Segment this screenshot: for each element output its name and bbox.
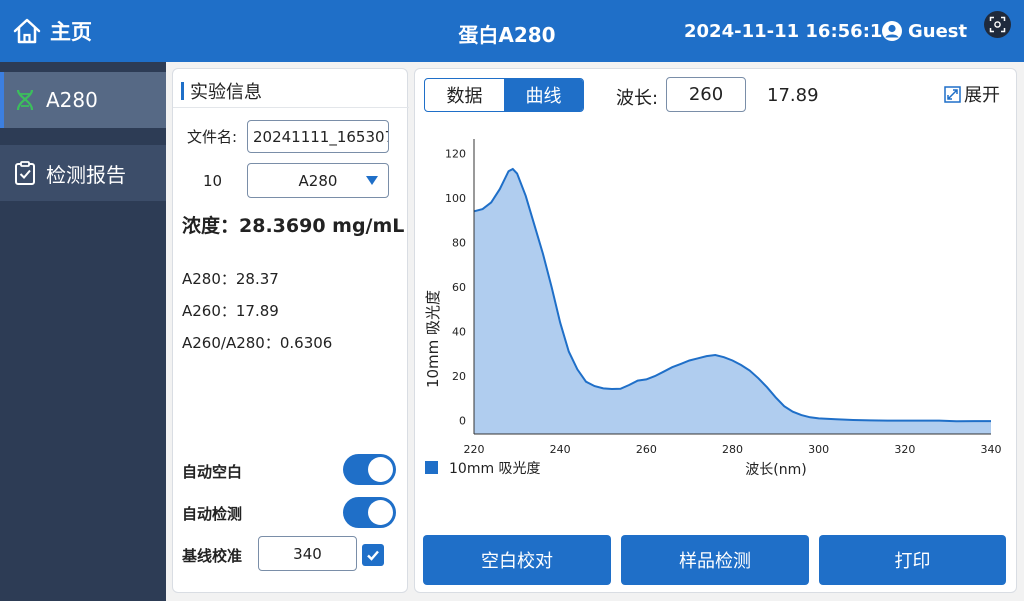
y-tick-label: 120 bbox=[445, 147, 466, 160]
expand-label: 展开 bbox=[964, 85, 1000, 106]
baseline-label: 基线校准 bbox=[182, 547, 243, 565]
y-axis-title: 10mm 吸光度 bbox=[424, 290, 442, 388]
sidebar-item-a280[interactable]: A280 bbox=[0, 72, 166, 128]
auto-blank-label: 自动空白 bbox=[182, 463, 243, 481]
sidebar-item-label: 检测报告 bbox=[46, 162, 126, 187]
sidebar: A280 检测报告 bbox=[0, 62, 166, 601]
wavelength-reading: 17.89 bbox=[767, 85, 819, 106]
wavelength-input[interactable]: 260 bbox=[666, 77, 746, 112]
filename-label: 文件名: bbox=[187, 128, 238, 146]
dropdown-arrow-icon bbox=[366, 176, 378, 185]
expand-icon bbox=[944, 85, 961, 103]
screenshot-icon bbox=[989, 16, 1006, 33]
y-tick-label: 0 bbox=[459, 415, 466, 428]
y-tick-label: 100 bbox=[445, 192, 466, 205]
y-tick-label: 40 bbox=[452, 326, 466, 339]
tab-data[interactable]: 数据 bbox=[446, 86, 483, 107]
user-icon bbox=[882, 21, 902, 41]
expand-button[interactable]: 展开 bbox=[944, 81, 1000, 107]
x-tick-label: 320 bbox=[894, 443, 915, 456]
user-name: Guest bbox=[908, 20, 968, 42]
sample-detect-button[interactable]: 样品检测 bbox=[621, 535, 809, 585]
x-tick-label: 280 bbox=[722, 443, 743, 456]
print-button[interactable]: 打印 bbox=[819, 535, 1006, 585]
home-button[interactable]: 主页 bbox=[12, 16, 92, 46]
dna-icon bbox=[16, 89, 34, 111]
absorbance-chart: 0 20 40 60 80 100 120 220 240 260 280 300 320 340 波长(n… bbox=[424, 139, 1002, 478]
tab-curve[interactable]: 曲线 bbox=[504, 79, 583, 111]
concentration: 浓度：28.3690 mg/mL bbox=[182, 215, 405, 237]
sidebar-item-label: A280 bbox=[46, 88, 98, 112]
x-axis-title: 波长(nm) bbox=[745, 462, 806, 478]
metric-a260: A260：17.89 bbox=[182, 302, 279, 320]
mode-select[interactable]: A280 bbox=[247, 163, 389, 198]
app-title: 蛋白A280 bbox=[458, 23, 556, 47]
series-area bbox=[474, 169, 991, 434]
home-icon bbox=[13, 18, 41, 44]
x-tick-label: 260 bbox=[636, 443, 657, 456]
panel-title: 实验信息 bbox=[181, 78, 262, 104]
blank-calibration-button[interactable]: 空白校对 bbox=[423, 535, 611, 585]
auto-detect-toggle[interactable] bbox=[343, 497, 396, 528]
x-tick-label: 340 bbox=[981, 443, 1002, 456]
user-menu[interactable]: Guest bbox=[881, 20, 967, 42]
auto-blank-toggle[interactable] bbox=[343, 454, 396, 485]
filename-input[interactable]: 20241111_165307 bbox=[247, 120, 389, 153]
experiment-info-panel: 实验信息 文件名: 20241111_165307 10 A280 浓度：28.… bbox=[172, 68, 409, 593]
x-tick-label: 240 bbox=[550, 443, 571, 456]
chart-panel: 数据 曲线 波长: 260 17.89 展开 0 20 40 60 80 100 120 22… bbox=[414, 68, 1017, 593]
sidebar-item-report[interactable]: 检测报告 bbox=[0, 145, 166, 201]
baseline-checkbox[interactable] bbox=[362, 544, 384, 566]
wavelength-label: 波长: bbox=[616, 88, 659, 109]
y-tick-label: 80 bbox=[452, 237, 466, 250]
legend-label: 10mm 吸光度 bbox=[449, 461, 541, 477]
legend-swatch bbox=[425, 461, 438, 474]
screenshot-button[interactable] bbox=[984, 11, 1011, 38]
divider bbox=[173, 107, 409, 108]
clipboard-check-icon bbox=[15, 161, 35, 185]
home-label: 主页 bbox=[50, 20, 92, 44]
x-tick-label: 220 bbox=[464, 443, 485, 456]
view-tabs: 数据 曲线 bbox=[424, 78, 584, 112]
mode-select-value: A280 bbox=[298, 171, 338, 190]
datetime: 2024-11-11 16:56:18 bbox=[684, 21, 895, 42]
baseline-input[interactable]: 340 bbox=[258, 536, 357, 571]
y-tick-label: 60 bbox=[452, 281, 466, 294]
toggle-knob bbox=[368, 500, 393, 525]
x-tick-label: 300 bbox=[808, 443, 829, 456]
sample-count: 10 bbox=[203, 172, 223, 190]
metric-a280: A280：28.37 bbox=[182, 270, 279, 288]
toggle-knob bbox=[368, 457, 393, 482]
check-icon bbox=[367, 550, 379, 561]
auto-detect-label: 自动检测 bbox=[182, 505, 243, 523]
y-tick-label: 20 bbox=[452, 370, 466, 383]
series-line bbox=[473, 167, 991, 423]
top-bar: 主页 蛋白A280 2024-11-11 16:56:18 Guest bbox=[0, 0, 1024, 62]
metric-ratio: A260/A280：0.6306 bbox=[182, 334, 333, 352]
